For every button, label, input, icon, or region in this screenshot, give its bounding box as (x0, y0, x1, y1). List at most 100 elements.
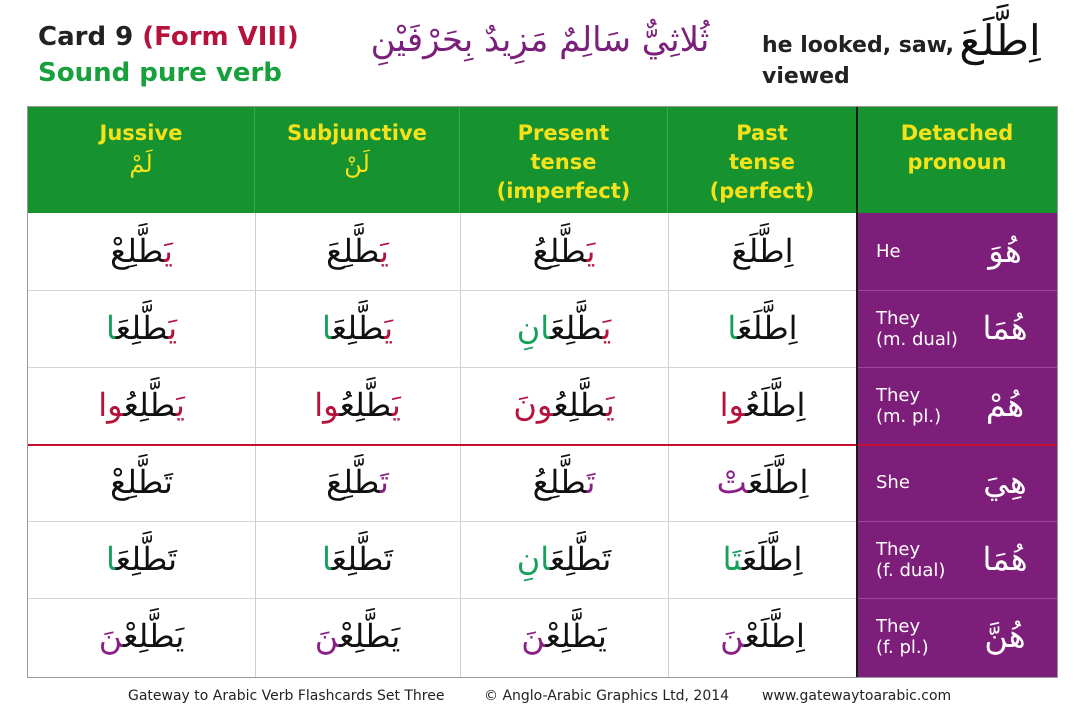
verb-segment: نَ (314, 617, 340, 655)
column-header-past: Past tense (perfect) (668, 107, 857, 213)
verb-cell-past: اِطَّلَعَا (668, 290, 857, 366)
verb-segment: انِ (516, 309, 551, 347)
column-particle: لَنْ (344, 150, 370, 178)
column-label-line: (imperfect) (496, 179, 631, 203)
verb-segment: طَّلِعُ (532, 463, 587, 501)
meaning-line-2: viewed (762, 64, 850, 89)
row-divider (28, 521, 857, 522)
verb-segment: ا (106, 540, 116, 578)
verb-segment: طَّلِعَ (115, 309, 169, 347)
row-divider (28, 598, 857, 599)
verb-segment: تَ (384, 540, 393, 578)
pronoun-english-line: (m. dual) (876, 328, 958, 350)
verb-segment: طَّلِعَ (550, 309, 603, 347)
form-label: (Form VIII) (142, 22, 299, 52)
verb-segment: اِطَّلَعَ (742, 540, 803, 578)
column-label-line: Present (517, 121, 610, 145)
verb-segment: اِطَّلَعَ (748, 463, 809, 501)
column-label-line: Subjunctive (287, 121, 427, 145)
verb-segment: ا (322, 540, 332, 578)
verb-segment: اِطَّلَعُ (745, 386, 806, 424)
column-label-line: Detached (900, 121, 1014, 145)
verb-segment: يَ (602, 309, 612, 347)
verb-segment: طَّلِعَ (331, 540, 385, 578)
verb-cell-past: اِطَّلَعُوا (668, 367, 857, 443)
verb-segment: طَّلِعُ (339, 386, 392, 424)
conjugation-table: Jussive لَمْ Subjunctive لَنْ Present tense (i… (27, 106, 1058, 678)
verb-cell-present: تَطَّلِعُ (460, 444, 668, 520)
verb-segment: تَا (722, 540, 742, 578)
verb-segment: يَ (384, 309, 393, 347)
verb-segment: طَّلِعْ (339, 617, 392, 655)
card-number: Card 9 (Form VIII) (38, 22, 299, 52)
gender-divider (28, 444, 1057, 446)
verb-segment: تَ (168, 540, 177, 578)
verb-segment: طَّلِعُ (553, 386, 606, 424)
verb-cell-subjunctive: يَطَّلِعَا (255, 290, 460, 366)
pronoun-english-line: She (876, 472, 910, 493)
main-verb: اِطَّلَعَ (959, 16, 1041, 65)
pronoun-arabic: هِيَ (983, 463, 1027, 501)
pronoun-english: She (876, 472, 910, 493)
verb-segment: طَّلِعْ (123, 617, 176, 655)
verb-segment: يَ (605, 386, 615, 424)
verb-segment: ونَ (513, 386, 554, 424)
pronoun-english-line: (f. pl.) (876, 636, 929, 658)
pronoun-english: They (f. dual) (876, 539, 945, 581)
pronoun-arabic: هُمَا (982, 309, 1028, 347)
verb-segment: تَ (163, 463, 173, 501)
verb-segment: طَّلِعَ (326, 463, 380, 501)
pronoun-english: They (m. dual) (876, 308, 958, 350)
verb-cell-subjunctive: يَطَّلِعُوا (255, 367, 460, 443)
column-header-subjunctive: Subjunctive لَنْ (255, 107, 460, 213)
footer-series: Gateway to Arabic Verb Flashcards Set Th… (128, 688, 445, 704)
verb-cell-past: اِطَّلَعْنَ (668, 598, 857, 674)
verb-cell-subjunctive: يَطَّلِعْنَ (255, 598, 460, 674)
table-header-row (28, 107, 1057, 213)
verb-cell-past: اِطَّلَعَتَا (668, 521, 857, 597)
pronoun-english: They (m. pl.) (876, 385, 941, 427)
verb-segment: طَّلِعَ (326, 232, 380, 270)
pronoun-arabic: هُنَّ (984, 617, 1026, 655)
column-header-jussive: Jussive لَمْ (28, 107, 255, 213)
arabic-verb-type: ثُلاثِيٌّ سَالِمٌ مَزِيدٌ بِحَرْفَيْنِ (370, 20, 710, 60)
verb-segment: ا (106, 309, 116, 347)
verb-segment: طَّلِعْ (110, 463, 164, 501)
pronoun-row-divider (857, 367, 1057, 368)
verb-segment: وا (719, 386, 746, 424)
verb-cell-jussive: تَطَّلِعْ (28, 444, 255, 520)
verb-segment: يَ (168, 309, 177, 347)
verb-segment: يَ (163, 232, 173, 270)
verb-segment: وا (314, 386, 340, 424)
verb-segment: طَّلِعُ (532, 232, 587, 270)
verb-segment: اِطَّلَعْ (744, 617, 805, 655)
pronoun-english-line: They (876, 307, 921, 329)
verb-segment: تَ (586, 463, 596, 501)
column-label-line: pronoun (907, 150, 1007, 174)
verb-segment: تَ (379, 463, 389, 501)
row-divider (28, 367, 857, 368)
verb-segment: ا (727, 309, 738, 347)
pronoun-english-line: He (876, 241, 901, 262)
verb-segment: نَ (521, 617, 546, 655)
verb-segment: يَ (586, 232, 596, 270)
verb-segment: ا (322, 309, 332, 347)
pronoun-english-line: They (876, 615, 921, 637)
verb-segment: طَّلِعَ (331, 309, 385, 347)
verb-cell-subjunctive: يَطَّلِعَ (255, 213, 460, 289)
verb-cell-present: يَطَّلِعُ (460, 213, 668, 289)
verb-segment: انِ (516, 540, 551, 578)
column-header-pronoun: Detached pronoun (857, 107, 1057, 213)
verb-cell-present: تَطَّلِعَانِ (460, 521, 668, 597)
verb-segment: طَّلِعْ (545, 617, 598, 655)
verb-segment: يَ (391, 386, 401, 424)
verb-cell-jussive: يَطَّلِعُوا (28, 367, 255, 443)
column-label-line: (perfect) (709, 179, 815, 203)
meaning-line-1: he looked, saw, (762, 33, 954, 58)
pronoun-english-line: They (876, 538, 921, 560)
verb-segment: نَ (98, 617, 124, 655)
verb-segment: تَ (602, 540, 612, 578)
column-label-line: tense (729, 150, 795, 174)
card-label: Card 9 (38, 22, 134, 52)
verb-cell-past: اِطَّلَعَتْ (668, 444, 857, 520)
